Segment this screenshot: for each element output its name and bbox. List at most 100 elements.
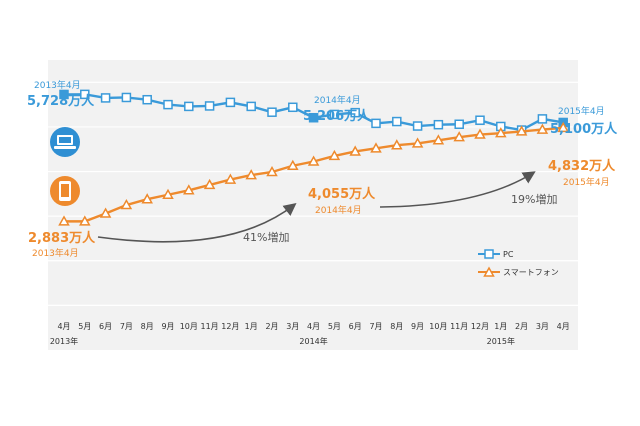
chart-background: [48, 60, 578, 350]
x-tick-label: 8月: [141, 322, 154, 331]
pc-point: [184, 101, 194, 112]
smartphone-point: [203, 178, 216, 190]
smartphone-point: [287, 159, 299, 170]
smartphone-point: [266, 165, 278, 177]
smartphone-point: [245, 169, 257, 180]
smartphone-point: [58, 215, 70, 226]
x-year-label: 2013年: [50, 336, 78, 346]
x-axis: 4月 5月 6月 7月 8月 9月 10月 11月 12月 1月 2月 3月 4月 5月 6月 7月 8月 9月 1…: [50, 322, 570, 346]
pc-point: [537, 114, 548, 124]
growth-arrow-2: [379, 171, 536, 208]
pc-point: [80, 89, 90, 100]
legend-marker-pc: [484, 249, 494, 259]
pc-point: [350, 107, 360, 118]
smartphone-icon: [50, 176, 80, 206]
smartphone-point: [162, 188, 174, 199]
pc-point: [142, 94, 152, 105]
growth-label-1: 41%増加: [243, 231, 289, 244]
smartphone-point: [536, 123, 549, 134]
pc-end-value: 5,100万人: [550, 121, 618, 137]
pc-point: [308, 112, 319, 123]
pc-point: [371, 118, 381, 129]
x-tick-label: 11月: [450, 322, 468, 331]
x-tick-label: 10月: [429, 322, 447, 331]
sp-start-date: 2013年4月: [32, 247, 79, 259]
pc-point: [412, 121, 423, 131]
pc-point: [267, 107, 277, 117]
pc-point: [59, 89, 69, 100]
smartphone-point: [391, 139, 403, 150]
pc-end-date: 2015年4月: [558, 105, 605, 117]
pc-point: [121, 92, 132, 103]
smartphone-point: [557, 121, 569, 133]
growth-arrows: [97, 171, 536, 243]
legend-label-sp: スマートフォン: [503, 268, 559, 277]
sp-start-value: 2,883万人: [28, 230, 96, 246]
x-tick-label: 2月: [265, 322, 278, 331]
smartphone-point: [515, 125, 528, 136]
pc-point: [246, 101, 256, 112]
x-tick-label: 5月: [78, 322, 91, 331]
smartphone-point: [328, 149, 341, 161]
smartphone-point: [307, 155, 320, 166]
smartphone-point: [453, 131, 465, 142]
x-tick-label: 12月: [471, 322, 489, 331]
pc-point: [288, 102, 298, 113]
pc-point: [454, 119, 464, 129]
grid: [48, 81, 578, 306]
smartphone-point: [120, 198, 133, 210]
x-tick-label: 7月: [120, 322, 133, 331]
pc-mid-value: 5,206万人: [303, 108, 371, 124]
x-tick-label: 4月: [557, 322, 570, 331]
pc-point: [392, 116, 402, 127]
legend: PC スマートフォン: [478, 249, 559, 277]
x-tick-label: 9月: [411, 322, 424, 331]
sp-end-value: 4,832万人: [548, 158, 616, 174]
growth-arrow-1: [97, 203, 297, 243]
x-tick-label: 9月: [161, 322, 174, 331]
series: [58, 89, 569, 226]
sp-end-date: 2015年4月: [563, 176, 610, 188]
x-tick-label: 3月: [286, 322, 299, 331]
pc-start-date: 2013年4月: [34, 79, 81, 91]
laptop-icon: [50, 127, 80, 157]
x-tick-label: 6月: [349, 322, 362, 331]
sp-mid-value: 4,055万人: [308, 186, 376, 202]
pc-point: [163, 99, 173, 110]
x-year-label: 2015年: [487, 336, 515, 346]
pc-point: [204, 101, 215, 111]
x-tick-label: 5月: [328, 322, 341, 331]
x-tick-label: 7月: [369, 322, 382, 331]
sp-mid-date: 2014年4月: [315, 204, 362, 216]
x-tick-label: 4月: [57, 322, 70, 331]
smartphone-point: [183, 184, 195, 195]
x-year-label: 2014年: [299, 336, 327, 346]
smartphone-point: [411, 137, 424, 148]
smartphone-point: [79, 215, 91, 226]
pc-point: [100, 93, 111, 103]
x-tick-label: 4月: [307, 322, 320, 331]
x-tick-label: 10月: [180, 322, 198, 331]
x-tick-label: 8月: [390, 322, 403, 331]
pc-start-value: 5,728万人: [27, 93, 95, 109]
x-tick-label: 3月: [536, 322, 549, 331]
legend-label-pc: PC: [503, 250, 514, 259]
smartphone-point: [495, 127, 507, 138]
pc-point: [433, 119, 444, 130]
smartphone-point: [474, 128, 486, 139]
x-tick-label: 2月: [515, 322, 528, 331]
smartphone-point: [370, 142, 382, 153]
x-tick-label: 6月: [99, 322, 112, 331]
x-tick-label: 11月: [201, 322, 219, 331]
x-tick-label: 1月: [494, 322, 507, 331]
smartphone-point: [141, 193, 153, 204]
smartphone-point: [99, 207, 112, 218]
smartphone-point: [224, 173, 237, 184]
legend-marker-sp: [483, 266, 495, 277]
pc-mid-date: 2014年4月: [314, 94, 361, 106]
pc-point: [225, 97, 236, 108]
x-tick-label: 1月: [245, 322, 258, 331]
pc-point: [475, 115, 485, 125]
smartphone-point: [432, 134, 445, 145]
